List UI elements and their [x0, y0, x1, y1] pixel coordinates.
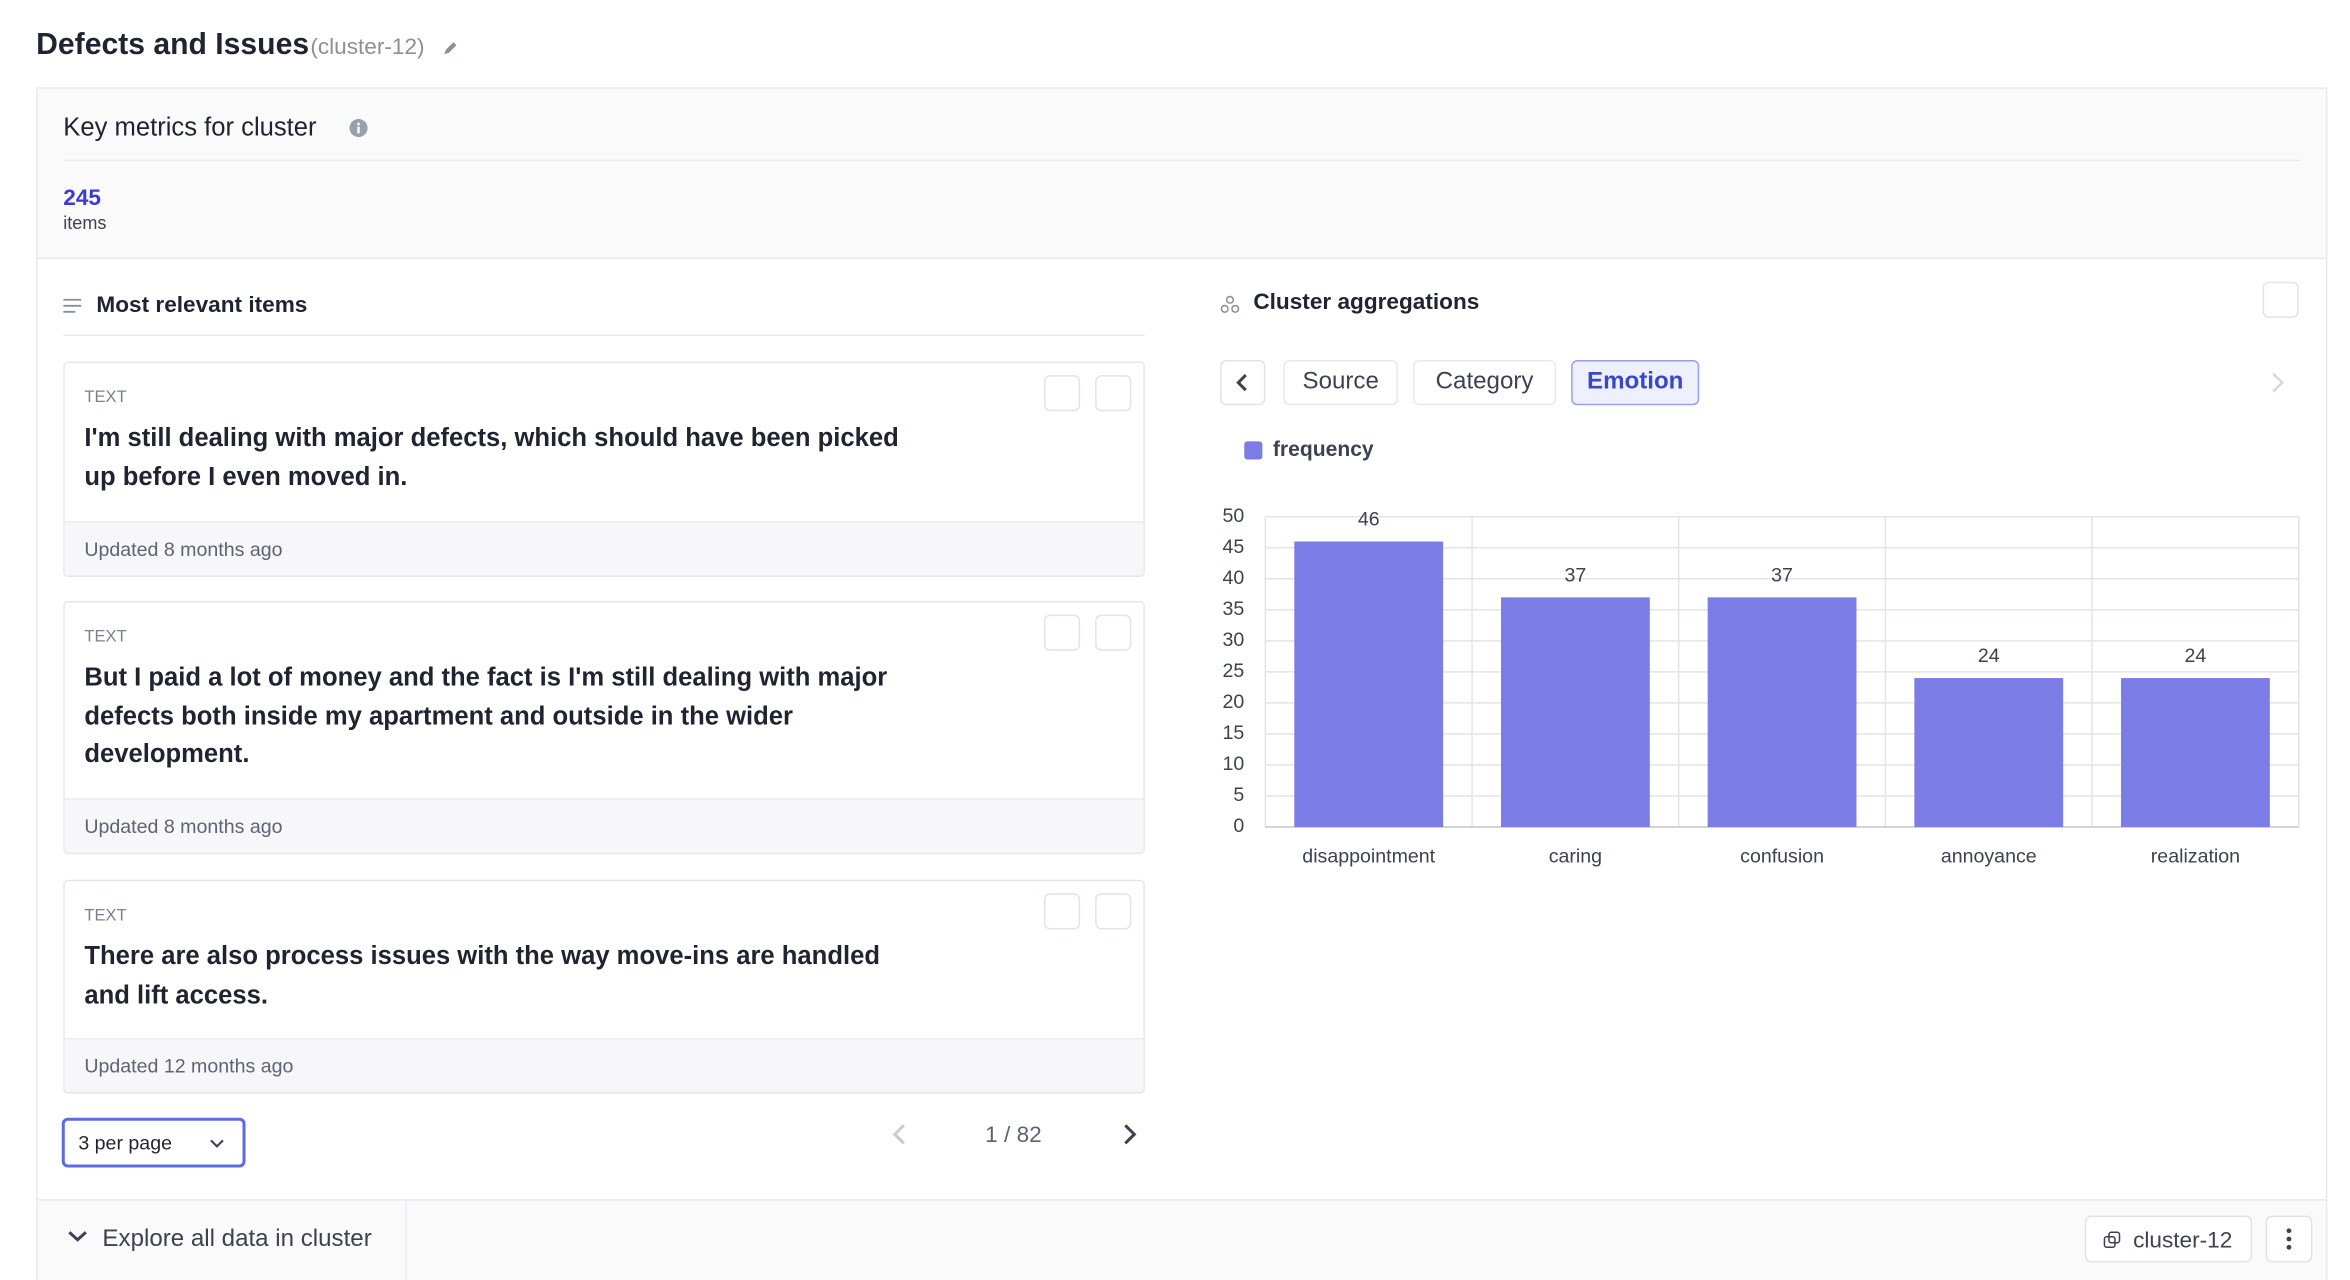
- item-updated: Updated 8 months ago: [64, 798, 1144, 853]
- cluster-card: [36, 87, 2328, 1280]
- details-button[interactable]: [1043, 614, 1081, 651]
- item-type: TEXT: [84, 388, 127, 407]
- metrics-title: Key metrics for cluster: [63, 112, 317, 142]
- item-type: TEXT: [84, 906, 127, 925]
- list-icon: [63, 298, 82, 313]
- prev-page[interactable]: [890, 1124, 908, 1145]
- value-label: 37: [1565, 564, 1587, 586]
- y-tick-label: 50: [1223, 505, 1245, 527]
- divider: [63, 334, 1145, 336]
- item-card[interactable]: TEXT There are also process issues with …: [63, 879, 1145, 1094]
- item-card[interactable]: TEXT But I paid a lot of money and the f…: [63, 601, 1145, 855]
- pagination: 1 / 82: [985, 1122, 1042, 1148]
- item-text: But I paid a lot of money and the fact i…: [84, 662, 888, 769]
- kebab-icon: [2286, 1228, 2292, 1250]
- bar: [2121, 678, 2270, 828]
- y-tick-label: 25: [1223, 660, 1245, 682]
- details-button[interactable]: [1043, 375, 1081, 412]
- bar: [1914, 678, 2064, 828]
- x-tick-label: confusion: [1740, 845, 1824, 867]
- value-label: 37: [1771, 564, 1793, 586]
- chevron-down: [210, 1139, 224, 1148]
- y-tick-label: 40: [1223, 567, 1245, 589]
- value-label: 24: [2185, 645, 2207, 667]
- chevron-left: [1236, 374, 1247, 392]
- item-updated: Updated 12 months ago: [64, 1037, 1144, 1093]
- x-tick-label: realization: [2151, 845, 2240, 867]
- per-page-select[interactable]: 3 per page: [61, 1117, 246, 1168]
- link-icon: [2103, 1231, 2121, 1249]
- legend-swatch: [1244, 441, 1263, 460]
- item-card[interactable]: TEXT I'm still dealing with major defect…: [63, 361, 1145, 577]
- expand-button[interactable]: [2262, 281, 2299, 318]
- y-tick-label: 45: [1223, 536, 1245, 558]
- divider: [63, 159, 2301, 162]
- aggregations-title: Cluster aggregations: [1253, 289, 1480, 315]
- x-tick-label: disappointment: [1302, 845, 1435, 867]
- chart: frequency 0 5 10 15 20 25 30 35 40 45 50 disappointm…: [1223, 438, 2300, 867]
- expand-button[interactable]: [1095, 893, 1132, 930]
- page-title: Defects and Issues: [36, 28, 310, 62]
- item-count: 245: [63, 185, 101, 211]
- value-label: 46: [1358, 509, 1380, 531]
- y-tick-label: 0: [1233, 815, 1244, 837]
- y-tick-label: 10: [1223, 753, 1245, 775]
- bar: [1500, 597, 1650, 828]
- tabs-back[interactable]: [1220, 360, 1266, 406]
- explore-link[interactable]: Explore all data in cluster: [102, 1226, 372, 1252]
- next-page[interactable]: [1121, 1124, 1139, 1145]
- cluster-button[interactable]: cluster-12: [2084, 1215, 2253, 1263]
- tab[interactable]: Source: [1283, 360, 1398, 406]
- bar: [1707, 597, 1857, 828]
- cluster-button-label: cluster-12: [2133, 1227, 2233, 1254]
- details-button[interactable]: [1043, 893, 1081, 930]
- x-tick-label: annoyance: [1941, 845, 2037, 867]
- footer-bar: [37, 1199, 2326, 1280]
- metrics-section: [37, 88, 2326, 260]
- tab[interactable]: Emotion: [1571, 360, 1700, 406]
- value-label: 24: [1978, 645, 2000, 667]
- per-page-value: 3 per page: [78, 1131, 172, 1154]
- item-text: I'm still dealing with major defects, wh…: [84, 423, 899, 491]
- y-tick-label: 20: [1223, 691, 1245, 713]
- y-tick-label: 30: [1223, 629, 1245, 651]
- y-tick-label: 35: [1223, 598, 1245, 620]
- cluster-id: (cluster-12): [310, 34, 425, 61]
- items-title: Most relevant items: [96, 292, 308, 318]
- item-type: TEXT: [84, 628, 127, 647]
- chevron-down[interactable]: [68, 1229, 88, 1244]
- bar: [1294, 541, 1444, 828]
- edit-icon[interactable]: [441, 39, 459, 57]
- item-updated: Updated 8 months ago: [64, 521, 1144, 576]
- legend-label: frequency: [1273, 438, 1374, 461]
- expand-button[interactable]: [1095, 375, 1132, 412]
- aggregation-icon: [1220, 295, 1240, 313]
- expand-button[interactable]: [1095, 614, 1132, 651]
- tabs-forward[interactable]: [2269, 372, 2287, 393]
- tab[interactable]: Category: [1413, 360, 1557, 406]
- y-tick-label: 5: [1233, 784, 1244, 806]
- info-icon[interactable]: [349, 119, 368, 138]
- x-tick-label: caring: [1549, 845, 1602, 867]
- divider: [405, 1199, 407, 1279]
- more-menu[interactable]: [2265, 1215, 2313, 1263]
- item-text: There are also process issues with the w…: [84, 941, 880, 1009]
- y-tick-label: 15: [1223, 722, 1245, 744]
- item-count-label: items: [63, 212, 107, 234]
